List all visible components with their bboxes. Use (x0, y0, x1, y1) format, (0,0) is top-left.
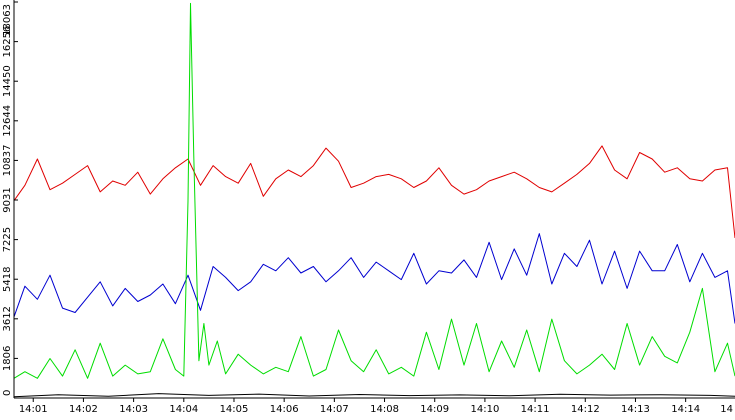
x-tick-label: 14 (720, 404, 733, 415)
x-tick-label: 14:06 (270, 404, 299, 415)
x-tick-label: 14:11 (521, 404, 550, 415)
y-tick-label: 10837 (2, 145, 13, 177)
series-layer (13, 2, 735, 398)
x-tick-label: 14:07 (320, 404, 349, 415)
x-tick-label: 14:04 (169, 404, 198, 415)
x-tick-label: 14:08 (370, 404, 399, 415)
series-line-3 (13, 2, 735, 379)
x-tick-layer: 14:01 14:02 14:03 14:04 14:05 14:06 14:07 14:08… (19, 398, 733, 415)
y-tick-label: 5418 (2, 266, 13, 291)
y-tick-layer: 0 1806 3612 5418 7225 9031 10837 12644 14450 1625… (2, 1, 18, 399)
y-tick-label: 9031 (2, 187, 13, 212)
x-tick-label: 14:05 (220, 404, 249, 415)
x-tick-label: 14:10 (470, 404, 499, 415)
series-line-4 (13, 393, 735, 398)
series-line-2 (13, 233, 735, 324)
y-tick-label: 1806 (2, 346, 13, 371)
axis-layer (13, 0, 735, 399)
y-tick-label: 14450 (2, 65, 13, 97)
y-tick-label: 3612 (2, 306, 13, 331)
x-tick-label: 14:09 (420, 404, 449, 415)
x-tick-label: 14:12 (571, 404, 600, 415)
y-tick-label: 18063 (2, 4, 13, 36)
x-tick-label: 14:03 (119, 404, 148, 415)
y-tick-label: 16256 (2, 26, 13, 58)
y-tick-label: 0 (2, 390, 13, 396)
x-tick-label: 14:01 (19, 404, 48, 415)
series-line-1 (13, 145, 735, 239)
x-tick-label: 14:13 (621, 404, 650, 415)
x-tick-label: 14:02 (69, 404, 98, 415)
y-tick-label: 7225 (2, 227, 13, 252)
y-tick-label: 12644 (2, 105, 13, 137)
x-tick-label: 14:14 (671, 404, 700, 415)
